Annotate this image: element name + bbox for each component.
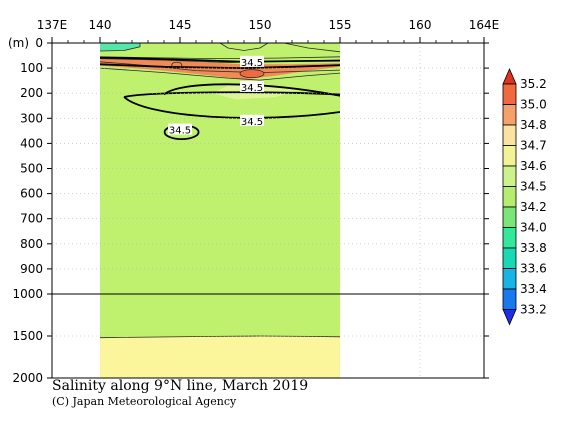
contour-labels: 34.5 34.5 34.5 34.5 [168,55,264,137]
colorbar-label: 34.6 [520,159,547,173]
colorbar-label: 35.2 [520,77,547,91]
contour-line [99,61,341,74]
contour-line [219,42,269,51]
colorbar-label: 34.8 [520,118,547,132]
contour-label-box [240,55,264,67]
y-tick-label: 2000 [12,371,43,385]
y-unit-label: (m) [8,36,29,50]
plot-border [51,42,485,379]
contour-line [239,69,265,79]
salinity-fields [100,43,340,378]
contour-label-box [240,80,264,92]
y-tick-label: 1000 [12,287,43,301]
contour-label: 34.5 [169,126,191,137]
colorbar-segment [502,227,517,249]
contour-line [283,42,341,53]
contour-34-5 [99,56,341,63]
colorbar-label: 34.2 [520,200,547,214]
axes: 137E 140 145 150 155 160 164E 0 100 200 300 400 500 6… [8,18,499,385]
y-tick-label: 0 [35,36,43,50]
x-tick-label: 150 [249,18,272,32]
x-tick-label: 164E [469,18,500,32]
contour-line [99,56,341,60]
low-salinity-patch [100,43,140,51]
contour-34-5 [163,83,341,97]
colorbar-segment [502,186,517,208]
contour-label-box [240,114,264,126]
colorbar-segment [502,247,517,269]
colorbar-label: 34.5 [520,180,547,194]
base-salinity-field [100,43,340,378]
contour-label: 34.5 [241,83,263,94]
colorbar-label: 33.6 [520,262,547,276]
colorbar-segment [502,268,517,290]
x-tick-label: 140 [89,18,112,32]
contour-line [99,43,141,52]
colorbar-label: 35.0 [520,98,547,112]
chart-credit: (C) Japan Meteorological Agency [52,395,237,408]
high-salinity-core [100,58,340,80]
y-tick-label: 700 [20,212,43,226]
x-tick-label: 155 [329,18,352,32]
y-tick-label: 200 [20,86,43,100]
y-tick-label: 1500 [12,329,43,343]
y-tick-label: 300 [20,111,43,125]
y-tick-label: 800 [20,237,43,251]
colorbar-segment [502,288,517,310]
colorbar-segment [502,83,517,105]
y-tick-label: 100 [20,61,43,75]
colorbar-min-arrow [502,309,517,326]
x-tick-label: 137E [37,18,68,32]
y-tick-label: 600 [20,187,43,201]
colorbar-label: 33.2 [520,303,547,317]
y-tick-label: 900 [20,262,43,276]
colorbar-segment [502,165,517,187]
colorbar-label: 33.8 [520,241,547,255]
colorbar-label: 33.4 [520,282,547,296]
x-tick-label: 160 [409,18,432,32]
colorbar-label: 34.7 [520,139,547,153]
chart-title: Salinity along 9°N line, March 2019 [52,378,309,394]
contour-label: 34.5 [241,58,263,69]
colorbar-max-arrow [502,67,517,85]
colorbar-segment [502,124,517,146]
deep-layer-field [100,336,340,378]
y-tick-label: 400 [20,136,43,150]
colorbar-segment [502,104,517,126]
contour-34-5 [123,91,341,98]
colorbar-label: 34.0 [520,221,547,235]
y-tick-label: 500 [20,162,43,176]
contour-34-5 [123,96,341,119]
colorbar-segment [502,206,517,228]
colorbar: 35.2 35.0 34.8 34.7 34.6 34.5 34.2 34.0 33.8 33.6… [502,67,547,326]
contour-label: 34.5 [241,117,263,128]
contour-line [99,67,341,81]
x-tick-label: 145 [169,18,192,32]
plot-frame [51,42,485,379]
colorbar-segment [502,145,517,167]
contour-label-box [168,123,192,135]
